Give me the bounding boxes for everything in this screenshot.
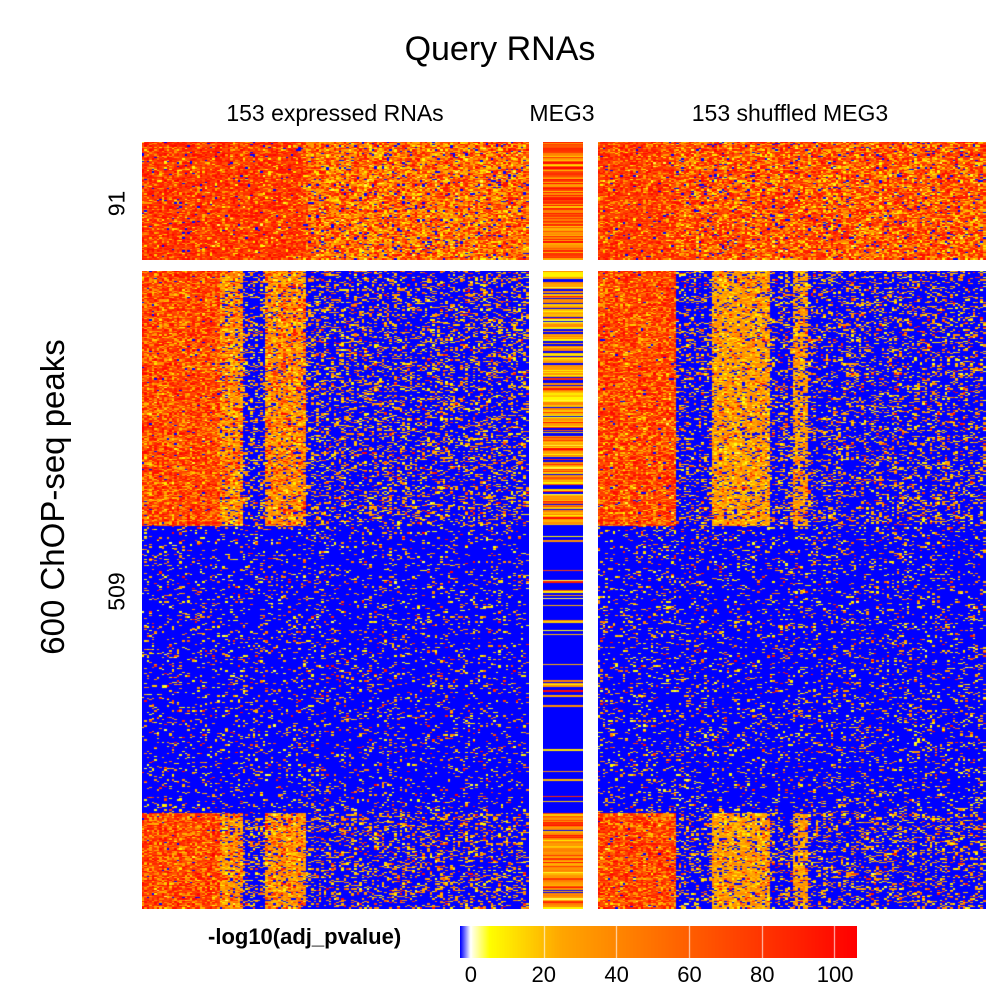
colorbar [460,926,857,958]
column-group-label-meg3: MEG3 [529,100,595,126]
colorbar-tick-label: 20 [531,962,557,987]
colorbar-tick-label: 100 [816,962,854,987]
colorbar-tick-label: 60 [677,962,702,987]
column-group-label-shuffled: 153 shuffled MEG3 [691,100,889,126]
row-group-label-bottom: 509 [103,572,130,611]
heatmap-panel-bottom-shuffled [598,271,986,909]
colorbar-tick-label: 0 [464,962,478,987]
heatmap-panel-top-meg3 [543,142,583,260]
chart-title: Query RNAs [404,30,596,68]
heatmap-panel-bottom-meg3 [543,271,583,909]
row-group-label-top: 91 [103,190,130,217]
y-axis-label: 600 ChOP-seq peaks [34,339,71,655]
heatmap-panel-top-expressed [142,142,529,260]
colorbar-tick-label: 80 [750,962,775,987]
heatmap-panel-top-shuffled [598,142,986,260]
colorbar-tick-label: 40 [604,962,629,987]
heatmap-panel-bottom-expressed [142,271,529,909]
column-group-label-expressed: 153 expressed RNAs [226,100,444,126]
colorbar-title: -log10(adj_pvalue) [208,924,402,949]
